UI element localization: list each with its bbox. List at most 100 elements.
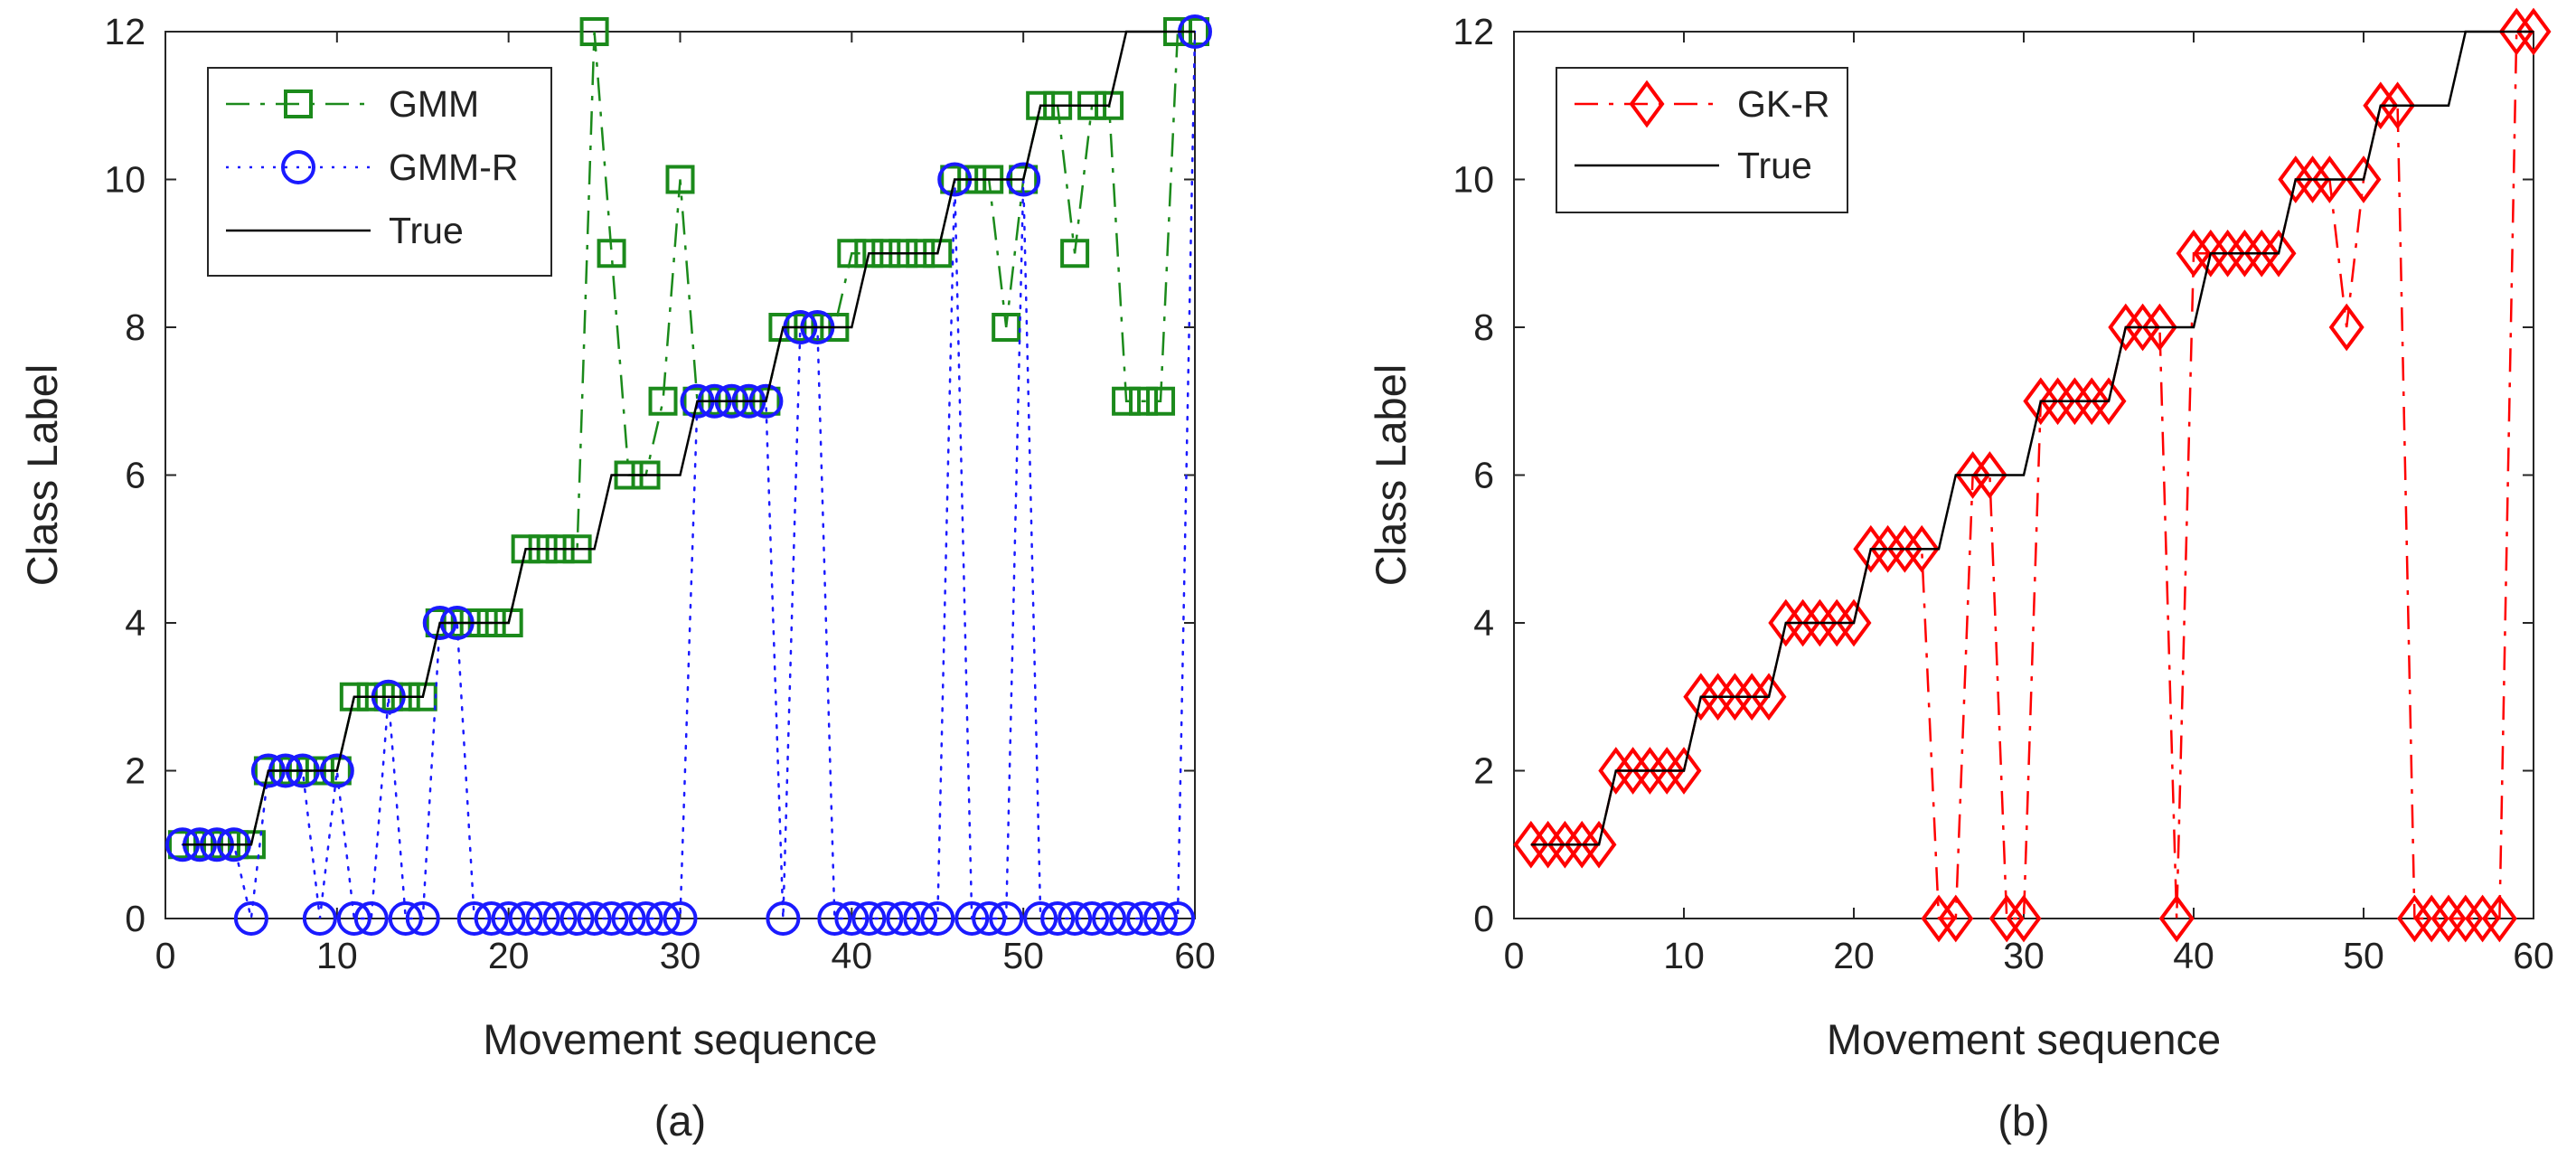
data-point-marker [851,901,887,936]
data-point-marker [1904,524,1940,573]
data-point-marker [388,901,423,936]
legend-entry-label: GK-R [1737,83,1830,125]
y-tick-label: 8 [1473,306,1494,348]
data-point-marker [2515,7,2552,56]
data-point-marker [648,386,678,416]
data-point-marker [665,165,695,194]
data-point-marker [903,901,938,936]
x-tick-label: 40 [2173,935,2214,976]
data-point-marker [2108,303,2144,352]
x-tick-label: 50 [1002,935,1044,976]
series-line [183,30,1195,846]
y-tick-label: 0 [125,898,146,939]
data-point-marker [1631,747,1668,795]
data-point-marker [1143,901,1179,936]
data-point-marker [1109,901,1144,936]
chart-panel-a: 0 10 20 30 40 50 60 0 2 4 6 8 10 12 Movement sequence C… [18,11,1216,1145]
data-point-marker [1988,894,2025,943]
data-point-marker [834,901,870,936]
legend: GK-R True [1556,67,1848,213]
legend-marker-sample [1629,80,1665,128]
data-point-marker [886,901,921,936]
data-point-marker [1938,894,1974,943]
data-point-marker [1921,894,1957,943]
data-point-marker [1801,598,1838,647]
data-point-marker [2261,229,2297,278]
data-point-marker [1161,901,1196,936]
data-point-marker [663,901,698,936]
data-point-marker [1598,747,1634,795]
data-point-marker [2328,303,2364,352]
x-tick-label: 50 [2343,935,2384,976]
series-true [183,30,1195,846]
data-point-marker [2363,81,2399,130]
data-point-marker [989,901,1024,936]
y-axis-label: Class Label [1367,364,1415,587]
data-point-marker [1060,239,1090,269]
data-point-marker [594,901,629,936]
data-point-marker [1564,820,1600,869]
data-point-marker [1040,901,1076,936]
data-point-marker [2311,155,2347,203]
data-point-marker [1547,820,1583,869]
data-point-marker [1023,901,1058,936]
panel-caption: (a) [654,1097,706,1145]
series-line [181,30,1197,920]
y-tick-label: 10 [1453,159,1494,201]
data-point-marker [2413,894,2449,943]
data-point-marker [972,901,1007,936]
data-point-marker [1785,598,1821,647]
series-true [1530,30,2534,846]
legend-frame [1556,67,1848,213]
data-point-marker [1734,673,1770,721]
data-point-marker [2091,377,2127,426]
legend-entry-label: True [389,210,464,251]
data-point-marker [456,901,492,936]
data-point-marker [1971,451,2007,499]
data-point-marker [1058,901,1093,936]
y-axis-label: Class Label [18,364,66,587]
data-point-marker [645,901,681,936]
data-point-marker [1870,524,1906,573]
data-point-marker [817,901,852,936]
data-point-marker [920,901,955,936]
data-point-marker [542,901,578,936]
data-point-marker [611,901,646,936]
series-gk-r [1513,7,2552,943]
legend-entry-label: GMM [389,83,479,125]
y-tick-label: 2 [1473,750,1494,792]
data-point-marker [2073,377,2110,426]
data-point-marker [491,901,526,936]
data-point-marker [577,901,612,936]
legend-entry-label: True [1737,145,1812,186]
data-point-marker [1836,598,1872,647]
panel-caption: (b) [1998,1097,2049,1145]
data-point-marker [474,901,509,936]
x-tick-label: 20 [1833,935,1875,976]
data-point-marker [336,901,371,936]
data-point-marker [233,901,268,936]
data-point-marker [1853,524,1889,573]
data-point-marker [2040,377,2076,426]
data-point-marker [1666,747,1702,795]
data-point-marker [2278,155,2314,203]
data-point-marker [2141,303,2177,352]
data-point-marker [2210,229,2246,278]
data-point-marker [1649,747,1685,795]
data-point-marker [1955,451,1991,499]
x-axis-label: Movement sequence [483,1015,877,1063]
x-tick-label: 0 [1504,935,1525,976]
data-point-marker [353,901,389,936]
x-tick-label: 10 [316,935,358,976]
data-point-marker [2396,894,2432,943]
data-point-marker [2295,155,2331,203]
data-point-marker [1886,524,1923,573]
data-point-marker [302,901,337,936]
data-point-marker [2481,894,2517,943]
data-point-marker [1112,386,1142,416]
data-point-marker [1581,820,1617,869]
y-tick-label: 6 [1473,455,1494,496]
data-point-marker [1768,598,1804,647]
